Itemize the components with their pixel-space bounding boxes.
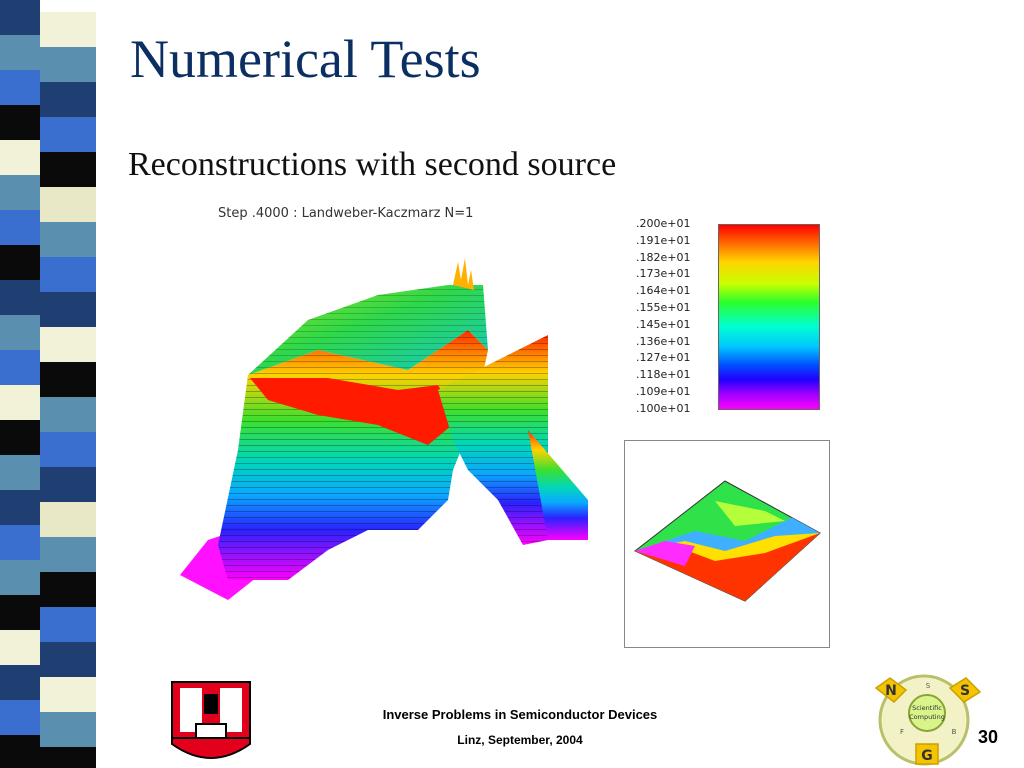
colorbar-label: .118e+01 bbox=[636, 368, 691, 382]
colorbar-label: .136e+01 bbox=[636, 334, 691, 348]
colorbar-label: .191e+01 bbox=[636, 233, 691, 247]
logo-small-s: S bbox=[926, 682, 931, 690]
colorbar bbox=[718, 224, 820, 410]
colorbar-label: .127e+01 bbox=[636, 351, 691, 365]
top-view-inset bbox=[624, 440, 830, 648]
colorbar-labels: .200e+01 .191e+01 .182e+01 .173e+01 .164… bbox=[636, 218, 706, 416]
colorbar-label: .145e+01 bbox=[636, 317, 691, 331]
page-number: 30 bbox=[978, 727, 999, 747]
logo-letter-s: S bbox=[960, 683, 970, 699]
colorbar-label: .109e+01 bbox=[636, 385, 691, 398]
logo-letter-g: G bbox=[921, 748, 933, 764]
colorbar-label: .100e+01 bbox=[636, 401, 691, 415]
logo-center-line1: Scientific bbox=[912, 704, 942, 712]
colorbar-label: .182e+01 bbox=[636, 250, 691, 264]
plot-caption: Step .4000 : Landweber-Kaczmarz N=1 bbox=[218, 206, 473, 221]
decorative-sidebar bbox=[0, 0, 118, 768]
colorbar-label: .164e+01 bbox=[636, 284, 691, 298]
logo-center-line2: Computing bbox=[909, 713, 945, 721]
slide-subtitle: Reconstructions with second source bbox=[128, 146, 617, 183]
colorbar-label: .200e+01 bbox=[636, 217, 691, 230]
university-crest-logo bbox=[171, 681, 251, 759]
logo-small-b: B bbox=[952, 728, 957, 736]
nsg-scientific-computing-logo: Scientific Computing N S G S F B bbox=[874, 674, 982, 766]
logo-small-f: F bbox=[900, 728, 904, 736]
colorbar-label: .155e+01 bbox=[636, 301, 691, 314]
logo-letter-n: N bbox=[885, 683, 897, 699]
colorbar-label: .173e+01 bbox=[636, 267, 691, 281]
slide-title: Numerical Tests bbox=[130, 29, 481, 89]
footer-location-date: Linz, September, 2004 bbox=[457, 733, 583, 747]
footer-title: Inverse Problems in Semiconductor Device… bbox=[382, 707, 658, 722]
top-view-plot bbox=[634, 480, 821, 602]
surface-plot: Step .4000 : Landweber-Kaczmarz N=1 bbox=[180, 206, 588, 600]
surface-red-peak bbox=[250, 378, 458, 445]
